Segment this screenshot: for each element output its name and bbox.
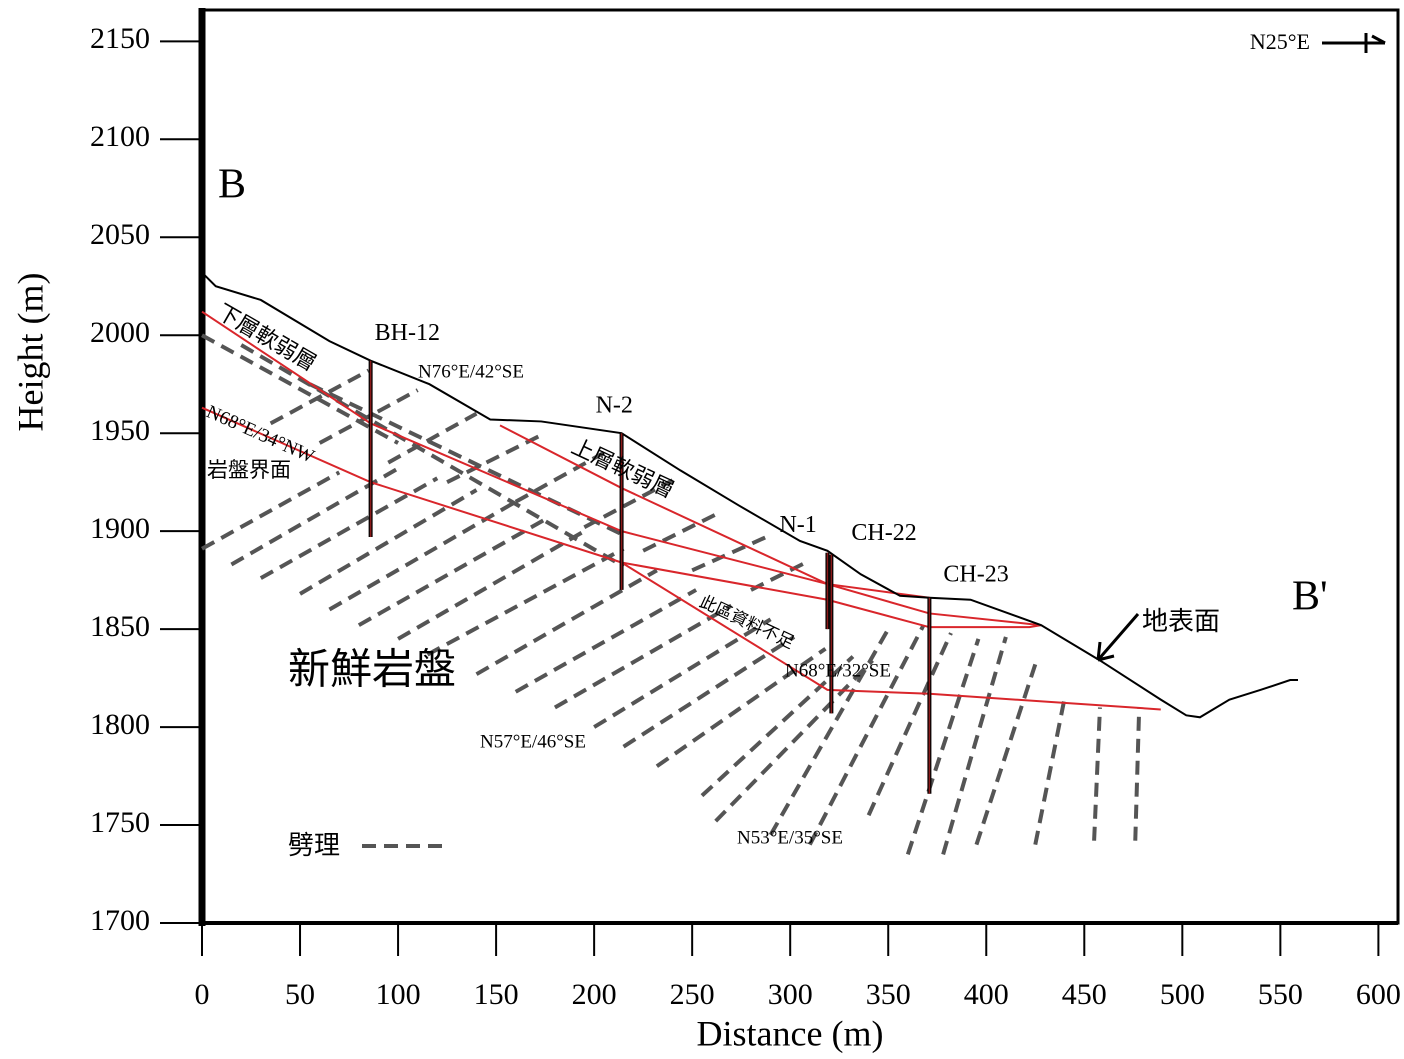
y-tick-label: 2050 (90, 218, 150, 251)
x-tick-label: 400 (964, 978, 1009, 1011)
cleavage-line (808, 624, 926, 846)
ground-surface (201, 271, 1299, 719)
cleavage-line (397, 529, 586, 641)
y-tick-label: 2100 (90, 120, 150, 153)
cleavage-line (714, 659, 874, 823)
annotation: N53°E/35°SE (737, 827, 843, 848)
y-axis-label: Height (m) (10, 273, 50, 432)
borehole-label: N-2 (596, 393, 633, 419)
annotation: N25°E (1250, 29, 1310, 54)
x-tick-label: 550 (1258, 978, 1303, 1011)
cleavage-line (259, 476, 439, 580)
y-tick-label: 2150 (90, 22, 150, 55)
borehole-label: CH-23 (943, 561, 1008, 587)
cleavage-line (691, 533, 772, 573)
cleavage-line (750, 558, 811, 592)
cleavage-line (642, 509, 723, 553)
cleavage-line (553, 603, 733, 710)
x-tick-label: 50 (285, 978, 315, 1011)
y-tick-label: 1900 (90, 512, 150, 545)
x-tick-label: 200 (572, 978, 617, 1011)
annotation: N76°E/42°SE (418, 361, 524, 382)
x-tick-label: 600 (1356, 978, 1401, 1011)
surface-label: 地表面 (1142, 607, 1220, 636)
annotation: B' (1292, 574, 1328, 620)
boundary-line (621, 561, 1161, 711)
y-tick-label: 2000 (90, 316, 150, 349)
y-tick-label: 1950 (90, 414, 150, 447)
cleavage-line (446, 431, 547, 484)
boundary-line (201, 310, 930, 599)
cleavage-line (700, 655, 855, 798)
y-tick-label: 1700 (90, 904, 150, 937)
cleavage-line (1133, 707, 1142, 841)
y-tick-label: 1800 (90, 708, 150, 741)
y-tick-label: 1750 (90, 806, 150, 839)
cleavage-line (299, 488, 478, 596)
cleavage-line (622, 635, 796, 749)
cleavage-line (201, 333, 400, 445)
x-tick-label: 100 (376, 978, 421, 1011)
cleavage-line (655, 647, 827, 768)
annotation: 此區資料不足 (697, 592, 797, 652)
x-tick-label: 500 (1160, 978, 1205, 1011)
cleavage-line (1033, 697, 1067, 846)
north-arrow (1322, 33, 1386, 53)
cleavage-group (201, 333, 1142, 856)
surface-arrow (1096, 613, 1140, 662)
cleavage-line (426, 547, 625, 657)
legend-label: 劈理 (288, 831, 340, 860)
x-tick-label: 450 (1062, 978, 1107, 1011)
cleavage-line (941, 636, 1008, 855)
cleavage-line (201, 470, 341, 551)
cleavage-line (387, 411, 478, 465)
x-tick-label: 0 (195, 978, 210, 1011)
annotation: 岩盤界面 (207, 458, 291, 482)
annotation: N68°E/32°SE (785, 660, 891, 681)
cleavage-line (974, 663, 1038, 846)
x-tick-label: 150 (474, 978, 519, 1011)
cleavage-line (514, 451, 605, 504)
annotation: 新鮮岩盤 (288, 648, 456, 694)
cleavage-line (768, 628, 890, 836)
cleavage-line (475, 568, 658, 676)
cleavage-line (269, 368, 370, 426)
x-tick-label: 300 (768, 978, 813, 1011)
annotation: N57°E/46°SE (480, 731, 586, 752)
cleavage-line (583, 478, 674, 530)
borehole-label: CH-22 (851, 520, 916, 546)
cleavage-line (357, 517, 547, 627)
y-tick-label: 1850 (90, 610, 150, 643)
cleavage-line (514, 588, 698, 694)
cleavage-line (1092, 707, 1102, 841)
x-axis-label: Distance (m) (697, 1013, 884, 1053)
cleavage-line (593, 617, 772, 729)
borehole-label: BH-12 (375, 320, 440, 346)
cleavage-line (905, 638, 981, 856)
cleavage-line (240, 343, 625, 569)
x-tick-label: 250 (670, 978, 715, 1011)
cleavage-line (866, 632, 953, 817)
annotation: 下層軟弱層 (213, 299, 321, 376)
x-tick-label: 350 (866, 978, 911, 1011)
cleavage-line (328, 500, 517, 612)
marks-group: 1700175018001850190019502000205021002150… (90, 22, 1401, 1011)
annotation: B (218, 162, 246, 208)
borehole-label: N-1 (779, 512, 816, 538)
